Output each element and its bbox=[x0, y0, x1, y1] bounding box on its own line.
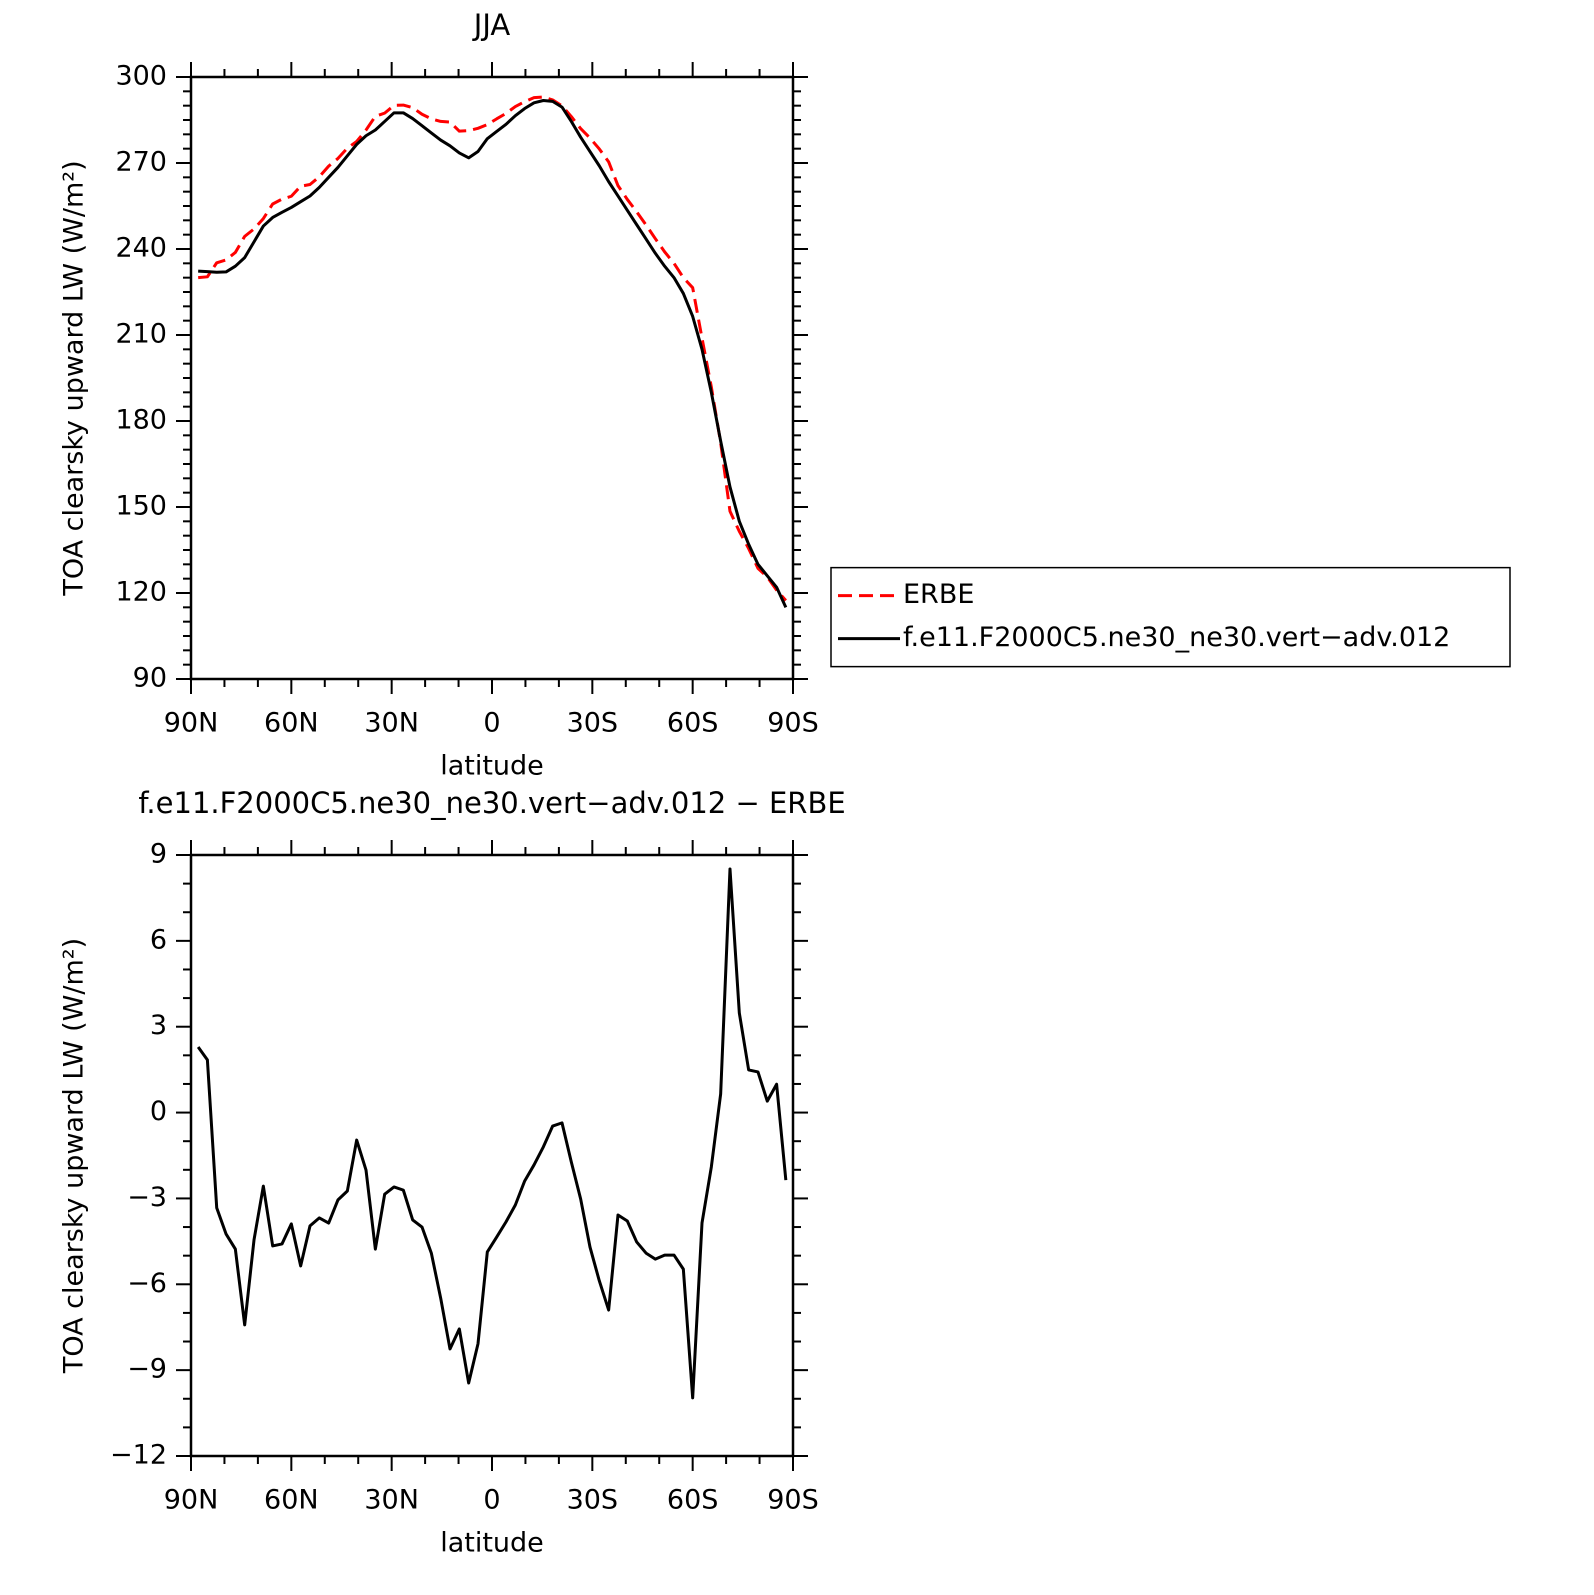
data-line bbox=[198, 99, 788, 608]
x-tick-label: 90S bbox=[767, 1485, 819, 1516]
x-tick-label: 30S bbox=[567, 1485, 619, 1516]
x-tick-label: 90N bbox=[164, 1485, 219, 1516]
legend: ERBE f.e11.F2000C5.ne30_ne30.vert−adv.012 bbox=[830, 566, 1511, 668]
x-axis-label: latitude bbox=[440, 1528, 544, 1559]
plot-frame bbox=[189, 853, 795, 1458]
x-tick-label: 90N bbox=[164, 708, 219, 739]
y-tick-label: 180 bbox=[115, 405, 167, 436]
y-axis-label: TOA clearsky upward LW (W/m²) bbox=[59, 938, 90, 1374]
legend-label: f.e11.F2000C5.ne30_ne30.vert−adv.012 bbox=[903, 622, 1450, 653]
x-tick-label: 0 bbox=[483, 708, 500, 739]
y-tick-label: 3 bbox=[150, 1010, 167, 1041]
legend-label: ERBE bbox=[903, 579, 974, 610]
y-tick-label: −3 bbox=[127, 1182, 167, 1213]
y-axis-label: TOA clearsky upward LW (W/m²) bbox=[59, 160, 90, 596]
y-tick-label: −9 bbox=[127, 1354, 167, 1385]
data-line bbox=[196, 867, 788, 1400]
x-tick-label: 0 bbox=[483, 1485, 500, 1516]
y-tick-label: −6 bbox=[127, 1268, 167, 1299]
x-tick-label: 30S bbox=[567, 708, 619, 739]
x-tick-label: 60N bbox=[264, 708, 319, 739]
x-axis-label: latitude bbox=[440, 751, 544, 782]
chart-title: f.e11.F2000C5.ne30_ne30.vert−adv.012 − E… bbox=[138, 786, 845, 820]
x-tick-label: 30N bbox=[364, 1485, 419, 1516]
x-tick-label: 90S bbox=[767, 708, 819, 739]
chart-title: JJA bbox=[472, 8, 511, 42]
y-tick-label: 9 bbox=[150, 839, 167, 870]
y-tick-label: 0 bbox=[150, 1096, 167, 1127]
y-tick-label: 300 bbox=[115, 61, 167, 92]
legend-box bbox=[830, 566, 1511, 668]
y-tick-label: 150 bbox=[115, 491, 167, 522]
y-tick-label: 210 bbox=[115, 319, 167, 350]
x-tick-label: 30N bbox=[364, 708, 419, 739]
x-tick-label: 60S bbox=[667, 708, 719, 739]
data-line bbox=[198, 95, 787, 602]
plot-frame bbox=[189, 75, 795, 681]
y-tick-label: −12 bbox=[110, 1440, 167, 1471]
y-tick-label: 120 bbox=[115, 577, 167, 608]
y-tick-label: 6 bbox=[150, 924, 167, 955]
x-tick-label: 60N bbox=[264, 1485, 319, 1516]
y-tick-label: 240 bbox=[115, 233, 167, 264]
y-tick-label: 90 bbox=[133, 663, 167, 694]
y-tick-label: 270 bbox=[115, 147, 167, 178]
x-tick-label: 60S bbox=[667, 1485, 719, 1516]
